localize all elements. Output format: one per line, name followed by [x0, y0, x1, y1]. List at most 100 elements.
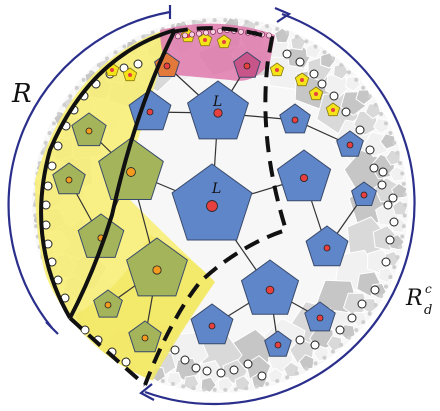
circle-node: [206, 200, 218, 212]
top-region-node: [203, 29, 209, 36]
center-main-label: L: [211, 181, 221, 197]
circle-node: [323, 244, 331, 252]
star-node: [216, 34, 232, 49]
circle-node: [274, 341, 282, 349]
region-r-arc: [7, 10, 171, 329]
complement-label: R d c: [405, 282, 432, 318]
rim-dot: [275, 27, 280, 32]
rim-dot: [354, 77, 359, 82]
rim-dot: [212, 387, 217, 392]
leaf-node: [317, 79, 327, 89]
leaf-node: [369, 163, 379, 173]
rim-dot: [361, 320, 366, 325]
rim-dot: [402, 213, 407, 218]
rim-dot: [354, 328, 359, 333]
leaf-node: [295, 335, 305, 345]
rim-dot: [403, 203, 407, 207]
rim-dot: [40, 150, 45, 155]
rim-dot: [402, 192, 407, 197]
top-region-node: [238, 28, 244, 35]
leaf-node: [385, 235, 395, 245]
leaf-node: [309, 69, 319, 79]
star-node: [308, 86, 324, 101]
leaf-node: [370, 285, 380, 295]
circle-node: [299, 173, 309, 183]
leaf-node: [377, 180, 387, 190]
rim-dot: [294, 34, 299, 39]
rim-dot: [330, 349, 335, 354]
rim-dot: [105, 56, 110, 61]
rim-dot: [74, 85, 79, 90]
tiling-pentagon: [388, 165, 405, 183]
region-r-arc-tick-bottom: [45, 321, 59, 335]
top-region-node: [266, 32, 272, 39]
rim-dot: [388, 275, 393, 280]
leaf-node: [329, 91, 339, 101]
leaf-node: [133, 59, 143, 69]
rim-dot: [379, 293, 384, 298]
rim-dot: [285, 375, 290, 380]
star-node: [122, 67, 138, 82]
rim-dot: [122, 44, 127, 49]
rim-dot: [51, 121, 56, 126]
leaf-node: [357, 299, 367, 309]
rim-dot: [202, 387, 207, 392]
rim-dot: [141, 34, 146, 39]
pentagon-top-right: [233, 51, 261, 78]
rim-dot: [181, 21, 186, 26]
pentagon-lower-right-small: [304, 301, 336, 332]
rim-dot: [265, 381, 270, 386]
rim-dot: [313, 44, 318, 49]
rim-dot: [47, 130, 52, 135]
top-region-node: [196, 30, 202, 37]
circle-node: [85, 127, 93, 135]
leaf-node: [216, 368, 226, 378]
rim-dot: [223, 18, 228, 23]
top-region-node: [182, 32, 188, 39]
rim-dot: [400, 171, 405, 176]
rim-dot: [398, 161, 403, 166]
star-node: [325, 102, 341, 117]
rim-dot: [212, 18, 217, 23]
rim-dot: [81, 77, 86, 82]
leaf-node: [170, 345, 180, 355]
complement-label-sup: c: [425, 282, 432, 296]
leaf-node: [229, 365, 239, 375]
rim-dot: [294, 371, 299, 376]
rim-dot: [339, 342, 344, 347]
complement-arc-head-top: [274, 6, 292, 23]
circle-node: [104, 301, 112, 309]
center-pentagon-upper: [187, 80, 249, 140]
tiling-pentagon: [320, 52, 336, 69]
rim-dot: [304, 366, 309, 371]
complement-arc: [144, 12, 416, 406]
rim-dot: [181, 384, 186, 389]
leaf-node: [243, 359, 253, 369]
rim-dot: [322, 50, 327, 55]
circle-node: [291, 116, 299, 124]
rim-dot: [150, 30, 155, 35]
lower-left-dashed-boundary: [68, 316, 147, 387]
rim-dot: [191, 386, 196, 391]
star-node: [294, 72, 310, 87]
rim-dot: [384, 121, 389, 126]
complement-dashed-boundary: [143, 26, 289, 386]
leaf-node: [80, 325, 90, 335]
top-region-node: [175, 33, 181, 40]
rim-dot: [233, 18, 238, 23]
rim-dot: [346, 335, 351, 340]
rim-dot: [401, 181, 406, 186]
rim-dot: [346, 70, 351, 75]
rim-dot: [322, 355, 327, 360]
rim-dot: [379, 112, 384, 117]
tiling-pentagon: [379, 133, 396, 150]
leaf-node: [202, 366, 212, 376]
rim-dot: [223, 387, 228, 392]
pentagon-right-lower: [305, 225, 349, 267]
leaf-node: [388, 193, 398, 203]
leaf-node: [47, 161, 57, 171]
pentagon-left-main: [98, 137, 164, 200]
leaf-node: [310, 340, 320, 350]
circle-node: [163, 62, 171, 70]
pentagon-lower-right: [240, 259, 300, 315]
